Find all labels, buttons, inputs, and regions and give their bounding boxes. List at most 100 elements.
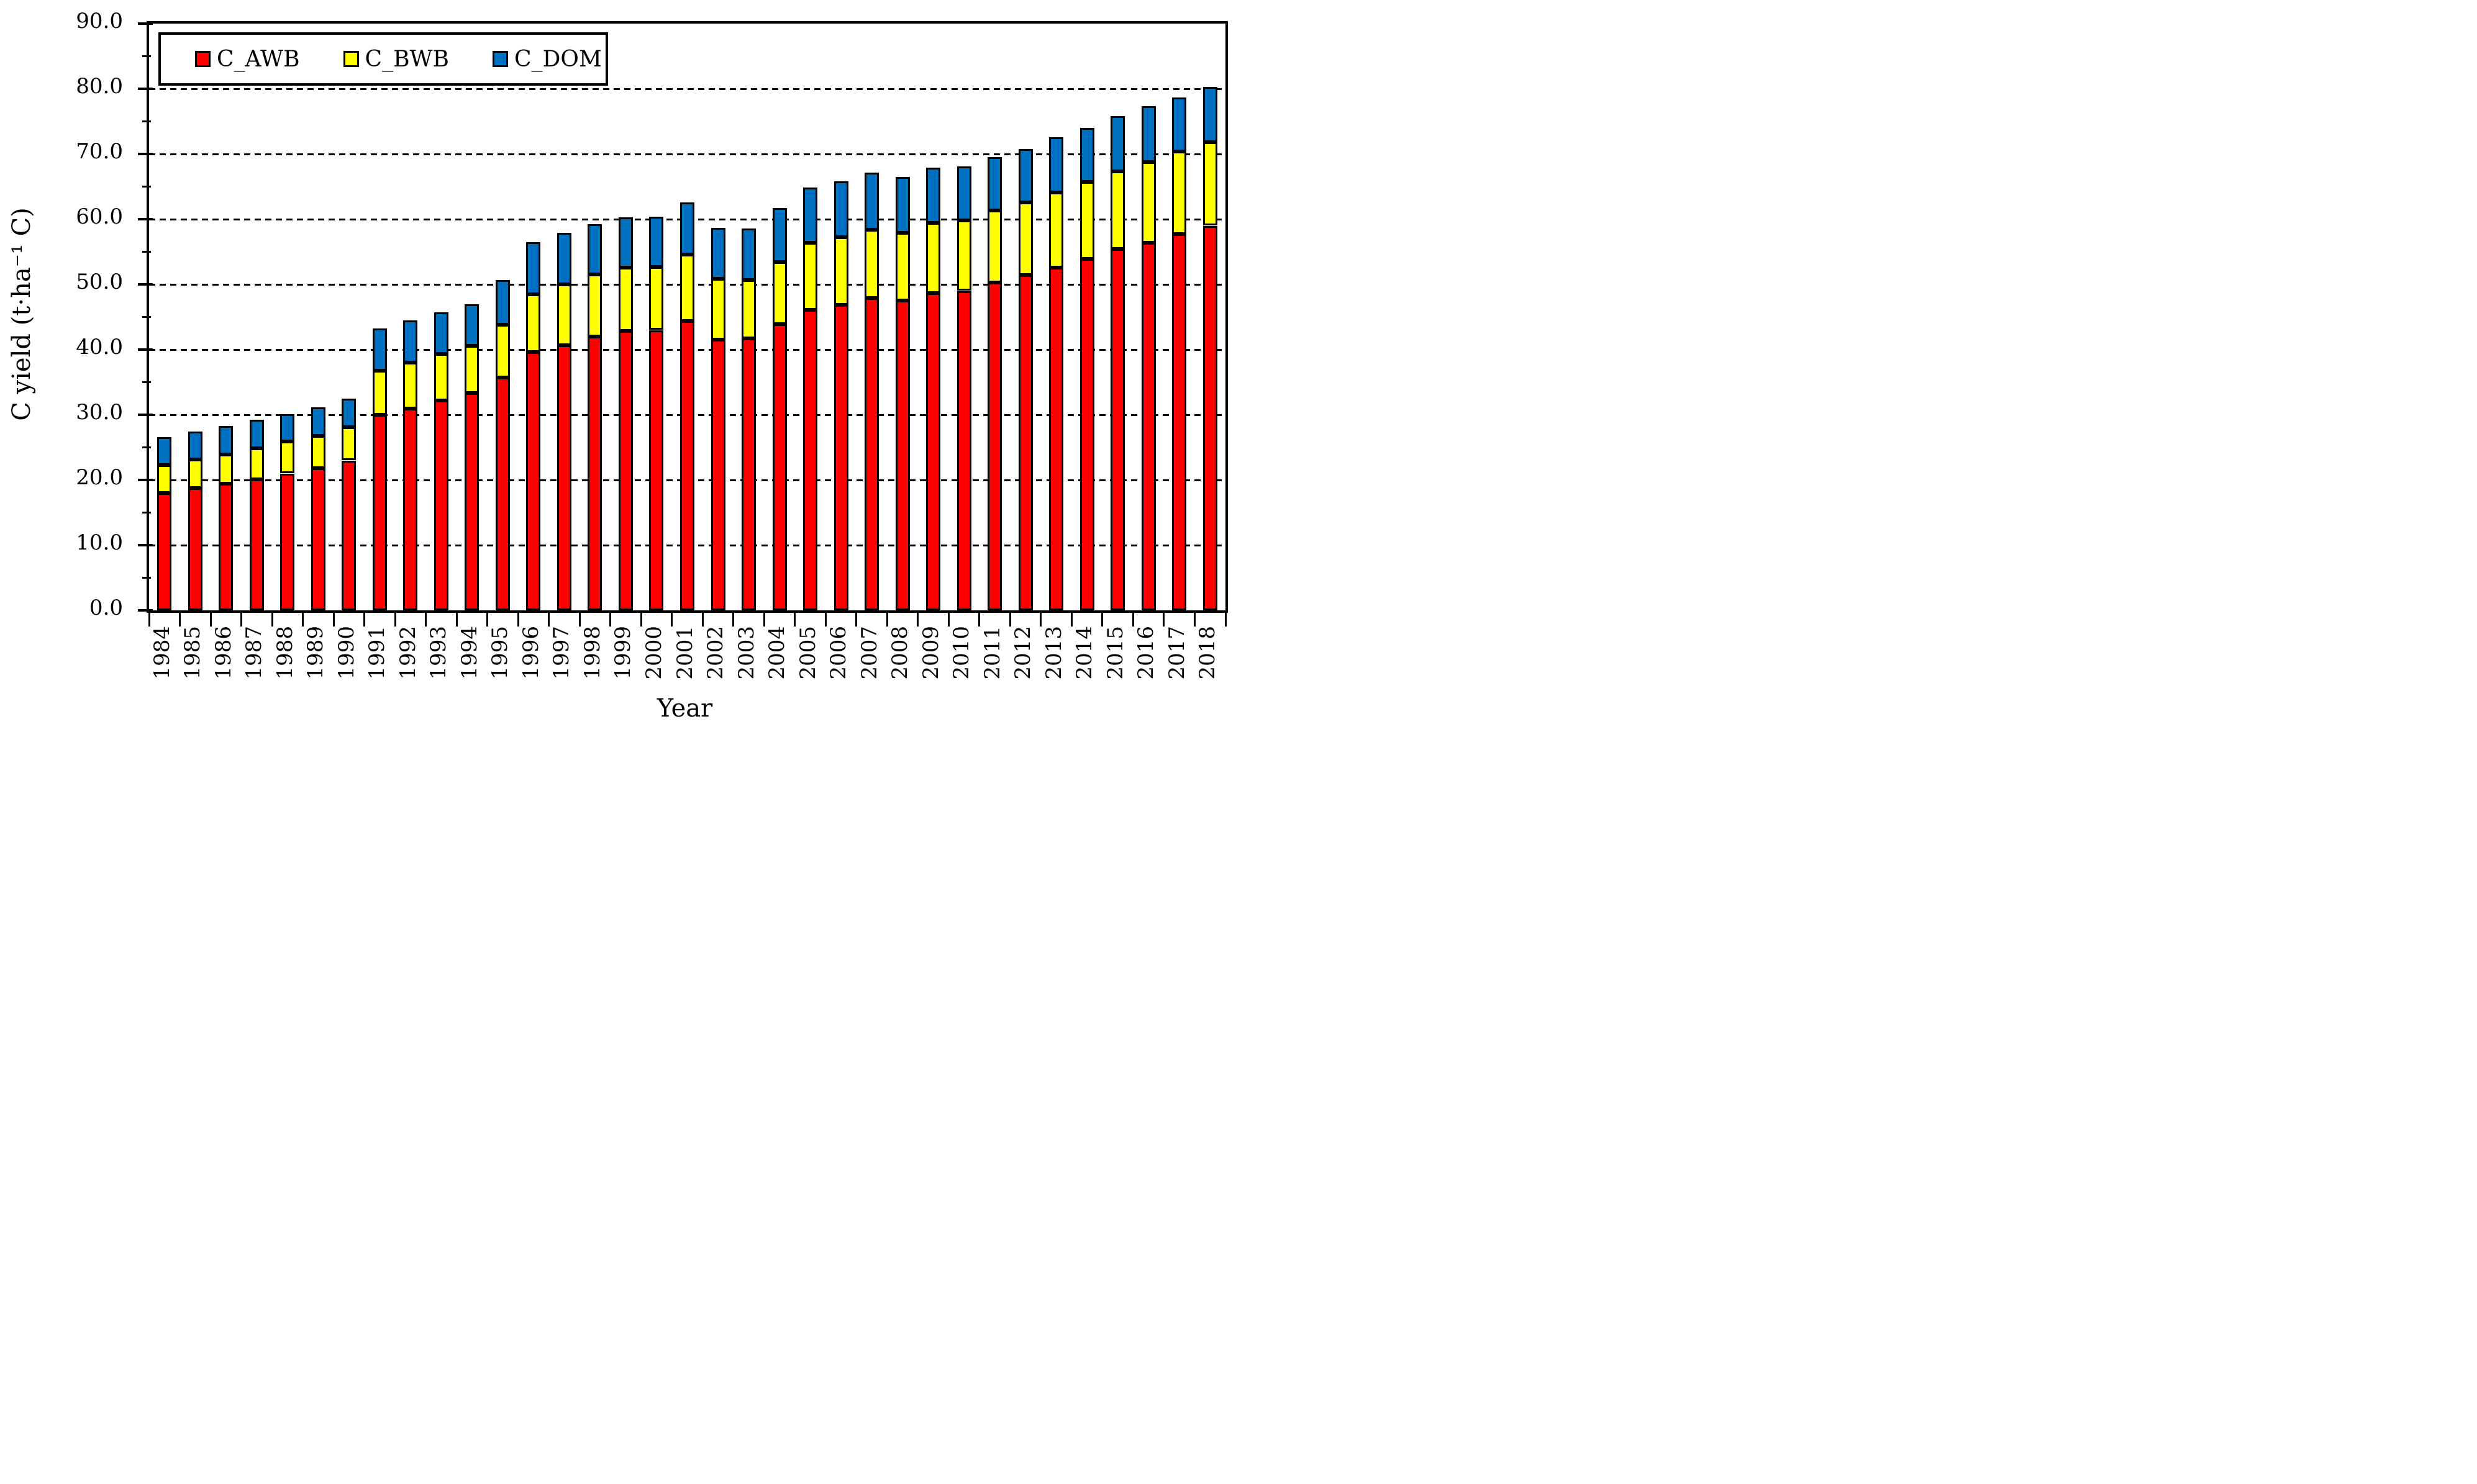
bar-segment-2018-C_DOM — [1202, 86, 1217, 143]
x-tick-label-2011: 2011 — [979, 626, 1005, 680]
bar-segment-1994-C_DOM — [465, 304, 479, 346]
x-tick-label-2005: 2005 — [795, 626, 820, 680]
x-axis-tick — [455, 613, 458, 627]
x-tick-label-2002: 2002 — [703, 626, 728, 680]
x-axis-tick — [209, 613, 212, 627]
bar-segment-2010-C_AWB — [957, 291, 971, 610]
bar-segment-1990-C_BWB — [342, 427, 357, 461]
x-axis-tick — [1101, 613, 1104, 627]
bar-segment-1984-C_DOM — [157, 437, 172, 465]
bar-segment-2009-C_AWB — [926, 292, 941, 610]
bar-segment-2014-C_AWB — [1079, 259, 1094, 610]
legend: C_AWB C_BWB C_DOM — [158, 32, 608, 86]
x-tick-label-1984: 1984 — [149, 626, 175, 680]
x-axis-tick — [148, 613, 150, 627]
x-axis-tick — [824, 613, 827, 627]
x-tick-label-1988: 1988 — [272, 626, 298, 680]
y-axis-major-tick — [138, 218, 153, 220]
bar-segment-1984-C_BWB — [157, 464, 172, 493]
bar-segment-2006-C_AWB — [834, 304, 848, 610]
bar-segment-1999-C_AWB — [618, 330, 633, 610]
bar-segment-2017-C_AWB — [1172, 234, 1187, 610]
bar-segment-2004-C_AWB — [772, 324, 787, 610]
bar-segment-1989-C_AWB — [311, 468, 325, 610]
bar-segment-2004-C_BWB — [772, 262, 787, 325]
y-axis-major-tick — [138, 479, 153, 481]
bar-segment-2012-C_BWB — [1018, 202, 1033, 276]
x-axis-title: Year — [657, 694, 713, 723]
bar-segment-1984-C_AWB — [157, 493, 172, 610]
bar-segment-2002-C_BWB — [711, 278, 725, 340]
bar-segment-2004-C_DOM — [772, 208, 787, 263]
bar-segment-2007-C_BWB — [865, 229, 879, 299]
y-tick-label: 80.0 — [76, 74, 123, 99]
y-tick-label: 60.0 — [76, 204, 123, 229]
x-axis-tick — [947, 613, 950, 627]
x-tick-label-2004: 2004 — [765, 626, 790, 680]
x-axis-tick — [363, 613, 366, 627]
bar-segment-1988-C_DOM — [280, 414, 295, 442]
bar-segment-1998-C_BWB — [588, 274, 602, 337]
y-axis-minor-tick — [142, 577, 151, 579]
x-axis-tick — [517, 613, 519, 627]
x-tick-label-2000: 2000 — [641, 626, 666, 680]
bar-segment-1991-C_AWB — [372, 415, 387, 610]
bar-segment-1996-C_DOM — [526, 242, 541, 294]
x-tick-label-1998: 1998 — [579, 626, 605, 680]
y-axis-minor-tick — [142, 316, 151, 318]
x-axis-tick — [578, 613, 581, 627]
x-tick-label-2013: 2013 — [1041, 626, 1066, 680]
legend-label-c-bwb: C_BWB — [365, 46, 450, 72]
y-axis-major-tick — [138, 544, 153, 546]
x-axis-tick — [917, 613, 919, 627]
y-axis-minor-tick — [142, 381, 151, 383]
x-axis-tick — [763, 613, 765, 627]
bar-segment-1991-C_BWB — [372, 370, 387, 415]
x-axis-tick — [1040, 613, 1042, 627]
x-tick-label-1989: 1989 — [303, 626, 329, 680]
bar-segment-2009-C_DOM — [926, 168, 941, 224]
x-axis-tick — [794, 613, 796, 627]
bar-segment-1992-C_DOM — [403, 320, 418, 363]
x-tick-label-2007: 2007 — [857, 626, 882, 680]
x-tick-label-2015: 2015 — [1102, 626, 1128, 680]
bar-segment-2012-C_AWB — [1018, 275, 1033, 610]
x-axis-tick — [1163, 613, 1165, 627]
bar-segment-1998-C_AWB — [588, 337, 602, 610]
legend-entry-c-awb: C_AWB — [195, 47, 300, 72]
yellow-square-icon — [343, 51, 359, 67]
bar-segment-1999-C_BWB — [618, 267, 633, 331]
x-axis-tick — [332, 613, 335, 627]
bar-segment-2016-C_BWB — [1141, 161, 1156, 243]
bar-segment-2011-C_BWB — [988, 210, 1002, 283]
bar-segment-2015-C_DOM — [1111, 116, 1125, 172]
bar-segment-1999-C_DOM — [618, 217, 633, 268]
bar-segment-2011-C_AWB — [988, 282, 1002, 610]
x-axis-tick — [1070, 613, 1073, 627]
y-axis-minor-tick — [142, 251, 151, 253]
legend-label-c-dom: C_DOM — [514, 46, 602, 72]
chart-figure: C yield (t·ha⁻¹ C) C_AWB C_BWB C_DOM Yea… — [0, 0, 1238, 742]
bar-segment-2013-C_AWB — [1049, 267, 1064, 610]
bar-segment-1993-C_DOM — [434, 312, 448, 355]
x-tick-label-1995: 1995 — [488, 626, 513, 680]
blue-square-icon — [493, 51, 509, 67]
bar-segment-1986-C_BWB — [219, 455, 234, 484]
x-axis-tick — [1224, 613, 1227, 627]
bar-segment-1992-C_AWB — [403, 408, 418, 610]
gridline-y-70 — [149, 153, 1225, 155]
x-tick-label-1985: 1985 — [180, 626, 206, 680]
bar-segment-2015-C_AWB — [1111, 249, 1125, 610]
bar-segment-2018-C_BWB — [1202, 142, 1217, 226]
x-tick-label-1992: 1992 — [395, 626, 420, 680]
bar-segment-1987-C_DOM — [249, 420, 264, 448]
bar-segment-2007-C_AWB — [865, 298, 879, 610]
x-axis-tick — [1009, 613, 1011, 627]
x-tick-label-1987: 1987 — [242, 626, 267, 680]
bar-segment-2000-C_DOM — [649, 216, 664, 267]
y-tick-label: 20.0 — [76, 465, 123, 490]
x-tick-label-2008: 2008 — [888, 626, 913, 680]
bar-segment-2001-C_DOM — [680, 202, 694, 255]
x-tick-label-2018: 2018 — [1195, 626, 1220, 680]
x-axis-tick — [271, 613, 273, 627]
